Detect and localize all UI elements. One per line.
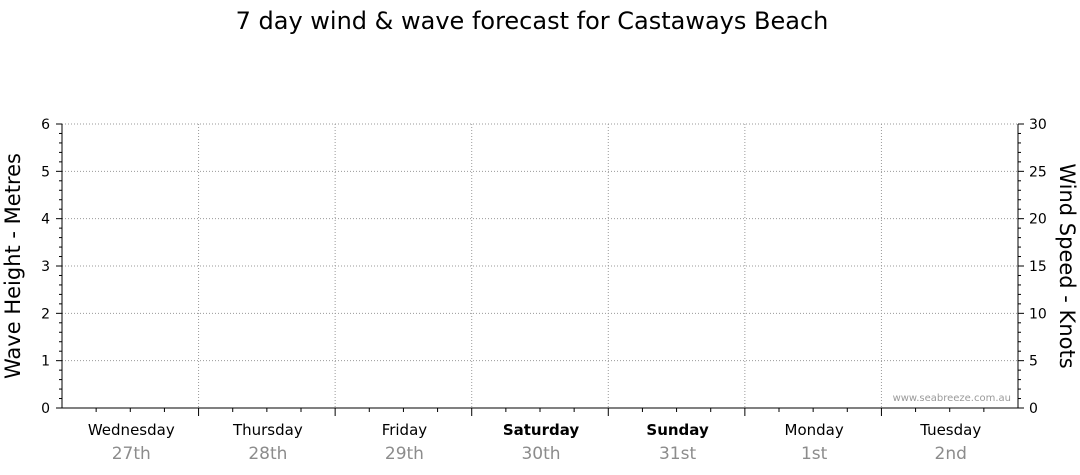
day-name-label: Friday [382,421,428,439]
left-tick-label: 5 [41,164,50,180]
day-name-label: Sunday [646,421,709,439]
day-name-label: Tuesday [919,421,981,439]
left-tick-label: 2 [41,306,50,322]
day-date-label: 1st [801,444,828,464]
day-date-label: 29th [385,444,424,464]
right-tick-label: 20 [1029,212,1047,228]
right-tick-label: 25 [1029,164,1047,180]
left-tick-label: 1 [41,354,50,370]
x-axis-ticks [95,408,985,416]
watermark: www.seabreeze.com.au [893,393,1011,404]
left-tick-label: 4 [41,212,50,228]
left-tick-label: 6 [41,117,50,133]
left-tick-label: 3 [41,259,50,275]
right-tick-label: 15 [1029,259,1047,275]
right-tick-label: 0 [1029,401,1038,417]
right-axis-title: Wind Speed - Knots [1055,163,1079,368]
left-axis-ticks: 0 1 2 3 4 5 6 [41,117,62,417]
right-tick-label: 30 [1029,117,1047,133]
day-date-label: 30th [521,444,560,464]
left-tick-label: 0 [41,401,50,417]
day-name-label: Thursday [232,421,303,439]
day-date-label: 31st [659,444,696,464]
day-name-label: Wednesday [88,421,175,439]
grid-lines [62,123,1018,408]
day-labels: Wednesday 27th Thursday 28th Friday 29th Satur… [88,421,981,464]
day-name-label: Saturday [503,421,580,439]
right-tick-label: 10 [1029,306,1047,322]
day-date-label: 2nd [935,444,967,464]
right-tick-label: 5 [1029,354,1038,370]
day-name-label: Monday [785,421,844,439]
day-date-label: 27th [112,444,151,464]
left-axis-title: Wave Height - Metres [1,153,25,379]
day-date-label: 28th [248,444,287,464]
chart-title: 7 day wind & wave forecast for Castaways… [236,7,829,35]
right-axis-ticks: 0 5 10 15 20 25 30 [1018,117,1047,417]
